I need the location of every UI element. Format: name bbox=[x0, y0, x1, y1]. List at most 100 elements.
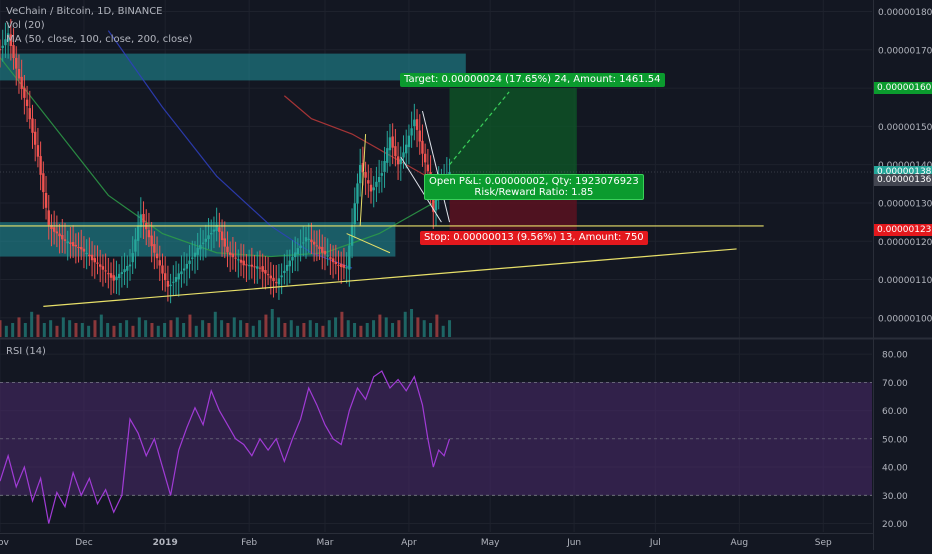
volume-bar bbox=[137, 317, 141, 337]
volume-bar bbox=[397, 320, 401, 337]
volume-bar bbox=[150, 323, 154, 337]
rsi-tick-label: 70.00 bbox=[882, 379, 908, 389]
volume-bar bbox=[93, 320, 97, 337]
price-tick-label: 0.00000180 bbox=[878, 8, 932, 18]
volume-bar bbox=[264, 314, 268, 337]
candle-body bbox=[115, 276, 118, 281]
candle-body bbox=[96, 262, 99, 264]
time-tick-label: May bbox=[481, 538, 500, 548]
candle-body bbox=[17, 68, 21, 79]
candle-body bbox=[423, 153, 427, 163]
price-tag-3: 0.00000123 bbox=[874, 223, 932, 236]
candle-body bbox=[402, 152, 405, 158]
candle-body bbox=[231, 253, 235, 258]
volume-bar bbox=[378, 314, 382, 337]
volume-bar bbox=[251, 325, 255, 337]
candle-body bbox=[58, 233, 61, 237]
time-tick-label: Aug bbox=[731, 538, 749, 548]
volume-bar bbox=[106, 323, 110, 337]
volume-bar bbox=[144, 320, 148, 337]
candle-body bbox=[42, 173, 45, 193]
volume-bar bbox=[182, 323, 186, 337]
risk-reward-line: Risk/Reward Ratio: 1.85 bbox=[474, 187, 594, 198]
candle-body bbox=[1, 45, 4, 48]
candle-body bbox=[410, 128, 413, 136]
rsi-title[interactable]: RSI (14) bbox=[6, 346, 46, 357]
candle-body bbox=[358, 165, 362, 184]
target-label[interactable]: Target: 0.00000024 (17.65%) 24, Amount: … bbox=[400, 73, 665, 87]
candle-body bbox=[326, 255, 329, 257]
candle-body bbox=[394, 146, 397, 157]
volume-bar bbox=[87, 325, 91, 337]
candle-body bbox=[285, 264, 289, 271]
candle-body bbox=[90, 254, 94, 261]
volume-bar bbox=[175, 317, 179, 337]
candle-body bbox=[367, 180, 370, 184]
candle-body bbox=[356, 183, 359, 204]
target-projection bbox=[449, 91, 510, 166]
candle-body bbox=[85, 252, 88, 254]
candle-body bbox=[66, 241, 69, 244]
candle-body bbox=[204, 238, 208, 242]
candle-body bbox=[6, 33, 10, 42]
candle-body bbox=[218, 227, 221, 232]
candle-body bbox=[28, 108, 31, 120]
volume-bar bbox=[403, 311, 407, 337]
volume-bar bbox=[384, 317, 388, 337]
rsi-line bbox=[0, 370, 451, 524]
volume-bar bbox=[207, 323, 211, 337]
volume-bar bbox=[201, 320, 205, 337]
candle-body bbox=[199, 244, 202, 250]
candle-body bbox=[172, 281, 175, 283]
candle-body bbox=[340, 263, 343, 268]
candle-body bbox=[304, 237, 308, 242]
candle-body bbox=[31, 118, 34, 133]
candle-body bbox=[50, 225, 53, 230]
candle-body bbox=[36, 145, 40, 157]
volume-bar bbox=[258, 320, 262, 337]
candle-body bbox=[69, 242, 72, 244]
candle-body bbox=[239, 259, 243, 263]
candle-body bbox=[139, 214, 143, 228]
candle-body bbox=[334, 262, 338, 265]
volume-bar bbox=[315, 323, 319, 337]
volume-bar bbox=[270, 309, 274, 337]
ma-line-2 bbox=[107, 30, 353, 269]
candle-body bbox=[399, 158, 402, 165]
volume-bar bbox=[118, 323, 122, 337]
volume-bar bbox=[226, 323, 230, 337]
time-tick-label: Feb bbox=[241, 538, 257, 548]
candle-body bbox=[413, 119, 416, 127]
volume-bar bbox=[353, 323, 357, 337]
pnl-box[interactable]: Open P&L: 0.00000002, Qty: 1923076923 Ri… bbox=[424, 174, 644, 200]
candle-body bbox=[310, 239, 313, 243]
candle-body bbox=[323, 250, 327, 255]
volume-legend[interactable]: Vol (20) bbox=[6, 20, 45, 31]
volume-bar bbox=[131, 325, 135, 337]
pnl-line: Open P&L: 0.00000002, Qty: 1923076923 bbox=[429, 176, 639, 187]
candle-body bbox=[348, 245, 351, 270]
candle-body bbox=[112, 275, 115, 281]
volume-bar bbox=[169, 320, 173, 337]
candle-body bbox=[318, 246, 321, 249]
rsi-tick-label: 50.00 bbox=[882, 435, 908, 445]
ma-legend[interactable]: MA (50, close, 100, close, 200, close) bbox=[6, 34, 193, 45]
chart-title[interactable]: VeChain / Bitcoin, 1D, BINANCE bbox=[6, 6, 163, 17]
candle-body bbox=[302, 242, 305, 244]
volume-bar bbox=[194, 325, 198, 337]
volume-bar bbox=[49, 320, 53, 337]
candle-body bbox=[256, 266, 259, 269]
volume-bar bbox=[422, 320, 426, 337]
stop-label[interactable]: Stop: 0.00000013 (9.56%) 13, Amount: 750 bbox=[420, 231, 648, 245]
volume-bar bbox=[435, 314, 439, 337]
volume-bar bbox=[302, 323, 306, 337]
candle-body bbox=[155, 253, 159, 259]
volume-bar bbox=[245, 323, 249, 337]
candle-body bbox=[434, 197, 438, 211]
candle-body bbox=[369, 184, 373, 192]
candle-body bbox=[386, 148, 389, 163]
candle-body bbox=[153, 244, 156, 253]
volume-bar bbox=[410, 309, 414, 337]
rsi-tick-label: 80.00 bbox=[882, 351, 908, 361]
